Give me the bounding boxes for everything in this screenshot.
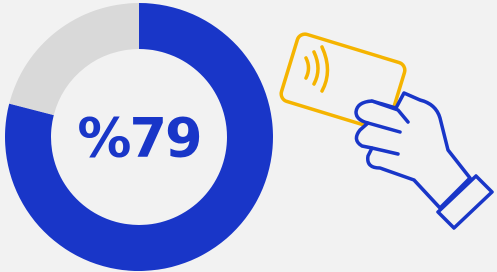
page: %79 (() => { const data = JSON.parse(doc… [0, 0, 497, 272]
chart: %79 [0, 0, 497, 272]
center-label: %79 [77, 107, 200, 170]
